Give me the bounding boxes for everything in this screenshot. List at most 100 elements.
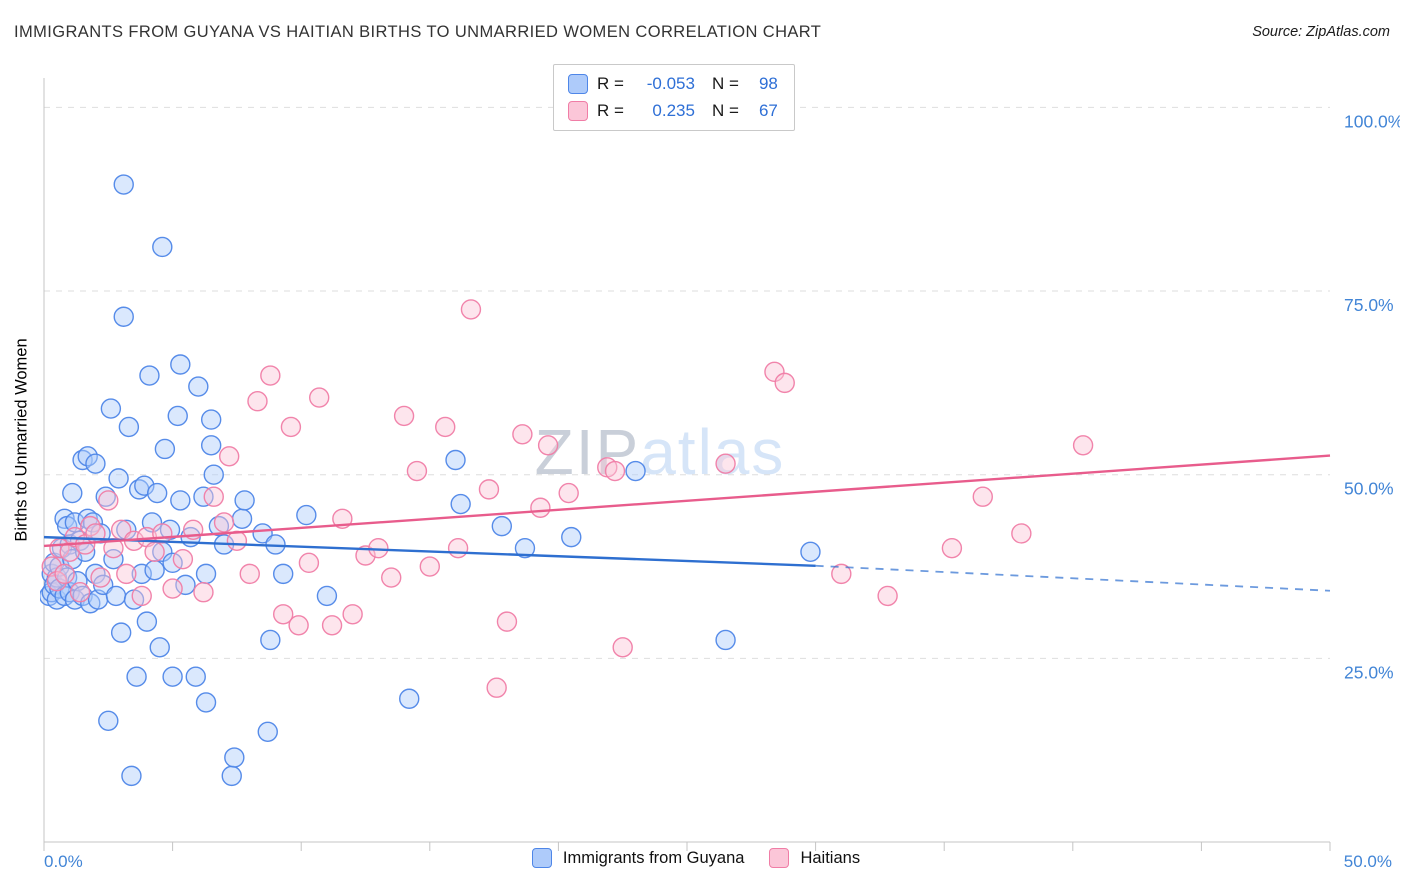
scatter-point-haitians bbox=[496, 611, 518, 632]
zipatlas-watermark: ZIPatlas bbox=[535, 415, 786, 489]
scatter-point-guyana bbox=[203, 464, 224, 485]
scatter-point-guyana bbox=[221, 765, 242, 787]
scatter-point-haitians bbox=[406, 460, 428, 482]
y-tick-label: 50.0% bbox=[1344, 479, 1394, 499]
scatter-point-guyana bbox=[185, 666, 206, 687]
scatter-point-haitians bbox=[46, 571, 68, 592]
scatter-point-guyana bbox=[260, 629, 281, 651]
chart-title: IMMIGRANTS FROM GUYANA VS HAITIAN BIRTHS… bbox=[14, 22, 822, 41]
scatter-point-haitians bbox=[715, 453, 736, 474]
trend-line-haitians bbox=[43, 454, 1331, 548]
scatter-point-guyana bbox=[113, 174, 134, 195]
scatter-point-guyana bbox=[193, 486, 214, 507]
scatter-point-guyana bbox=[296, 504, 317, 526]
scatter-point-guyana bbox=[272, 563, 294, 585]
scatter-point-haitians bbox=[1011, 523, 1032, 544]
scatter-point-haitians bbox=[131, 585, 152, 607]
scatter-point-haitians bbox=[941, 537, 963, 559]
scatter-point-guyana bbox=[118, 416, 140, 438]
scatter-point-haitians bbox=[172, 548, 194, 570]
scatter-point-guyana bbox=[95, 486, 116, 507]
scatter-point-guyana bbox=[136, 611, 158, 632]
scatter-point-guyana bbox=[715, 629, 736, 651]
watermark-atlas: atlas bbox=[640, 416, 786, 488]
scatter-point-haitians bbox=[98, 490, 119, 511]
chart-area: ZIPatlas Births to Unmarried Women 100.0… bbox=[0, 52, 1406, 852]
scatter-point-haitians bbox=[298, 552, 320, 574]
scatter-point-haitians bbox=[309, 387, 330, 408]
scatter-point-haitians bbox=[447, 537, 469, 559]
scatter-point-haitians bbox=[280, 416, 302, 438]
r-label: R = bbox=[597, 101, 624, 120]
scatter-point-guyana bbox=[257, 721, 278, 743]
scatter-point-guyana bbox=[62, 482, 83, 504]
source-label: Source: ZipAtlas.com bbox=[1252, 24, 1390, 40]
haitians-legend-label: Haitians bbox=[800, 848, 861, 867]
scatter-point-haitians bbox=[355, 545, 376, 566]
scatter-point-guyana bbox=[77, 446, 98, 467]
haitians-legend-swatch bbox=[769, 848, 790, 868]
scatter-point-haitians bbox=[478, 479, 500, 500]
scatter-point-guyana bbox=[167, 405, 188, 427]
scatter-point-guyana bbox=[146, 482, 168, 504]
scatter-point-guyana bbox=[139, 365, 160, 386]
y-tick-label: 25.0% bbox=[1344, 662, 1394, 682]
scatter-point-haitians bbox=[213, 512, 235, 533]
scatter-point-guyana bbox=[514, 537, 536, 559]
scatter-point-guyana bbox=[188, 376, 209, 397]
correlation-row-guyana: R = -0.053 N = 98 bbox=[568, 74, 778, 94]
scatter-point-guyana bbox=[561, 526, 582, 548]
scatter-point-guyana bbox=[126, 666, 147, 687]
scatter-point-guyana bbox=[152, 236, 173, 258]
guyana-legend-swatch bbox=[531, 848, 552, 868]
scatter-point-haitians bbox=[272, 604, 294, 625]
y-axis-title: Births to Unmarried Women bbox=[12, 338, 31, 542]
scatter-point-haitians bbox=[321, 615, 343, 636]
scatter-point-guyana bbox=[231, 508, 253, 529]
scatter-point-guyana bbox=[450, 493, 471, 515]
scatter-point-guyana bbox=[72, 585, 93, 607]
guyana-legend-label: Immigrants from Guyana bbox=[562, 848, 745, 867]
chart-header: IMMIGRANTS FROM GUYANA VS HAITIAN BIRTHS… bbox=[0, 0, 1406, 52]
scatter-point-haitians bbox=[247, 391, 268, 412]
scatter-point-haitians bbox=[203, 486, 224, 507]
scatter-point-haitians bbox=[877, 585, 898, 607]
scatter-point-haitians bbox=[537, 435, 559, 456]
scatter-point-guyana bbox=[195, 563, 217, 585]
scatter-point-guyana bbox=[103, 548, 124, 570]
scatter-point-guyana bbox=[98, 710, 119, 731]
trend-line-guyana-extrapolated bbox=[815, 564, 1331, 592]
watermark-zip: ZIP bbox=[534, 416, 641, 488]
scatter-point-guyana bbox=[195, 692, 217, 713]
scatter-point-guyana bbox=[170, 354, 191, 375]
scatter-point-guyana bbox=[108, 468, 129, 489]
scatter-point-guyana bbox=[625, 460, 646, 482]
x-axis-row: 0.0% Immigrants from Guyana Haitians 50.… bbox=[0, 844, 1406, 888]
y-tick-label: 100.0% bbox=[1344, 111, 1400, 131]
scatter-point-haitians bbox=[460, 299, 482, 320]
r-value: 0.235 bbox=[652, 101, 695, 120]
guyana-swatch bbox=[568, 74, 588, 94]
scatter-point-guyana bbox=[100, 398, 122, 419]
haitians-swatch bbox=[568, 101, 588, 121]
x-min-label: 0.0% bbox=[44, 852, 83, 871]
scatter-point-guyana bbox=[224, 747, 245, 768]
scatter-point-haitians bbox=[530, 497, 551, 518]
scatter-point-guyana bbox=[162, 666, 183, 687]
scatter-point-guyana bbox=[252, 523, 273, 544]
scatter-point-haitians bbox=[604, 460, 626, 482]
scatter-point-haitians bbox=[239, 563, 260, 585]
scatter-point-haitians bbox=[558, 482, 579, 504]
scatter-point-guyana bbox=[399, 688, 420, 709]
scatter-point-guyana bbox=[144, 559, 165, 581]
scatter-point-guyana bbox=[85, 453, 106, 474]
scatter-plot: 100.0% 75.0% 50.0% 25.0% bbox=[40, 78, 1400, 851]
y-tick-label: 75.0% bbox=[1344, 295, 1394, 315]
scatter-point-haitians bbox=[54, 563, 75, 585]
scatter-point-guyana bbox=[149, 637, 170, 658]
scatter-point-haitians bbox=[116, 563, 137, 585]
n-value: 98 bbox=[758, 74, 778, 93]
n-value: 67 bbox=[758, 101, 778, 120]
scatter-point-guyana bbox=[234, 490, 255, 511]
x-max-label: 50.0% bbox=[1343, 852, 1392, 871]
